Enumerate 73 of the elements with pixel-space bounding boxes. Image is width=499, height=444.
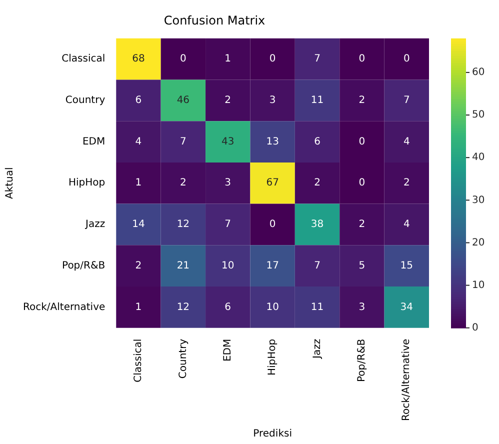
data-label: 4: [403, 219, 410, 230]
data-label: 1: [135, 302, 142, 313]
data-label: 34: [400, 302, 414, 313]
x-tick-label: HipHop: [267, 338, 278, 376]
x-tick-label: Country: [178, 338, 189, 379]
data-label: 6: [314, 136, 320, 148]
data-label: 67: [266, 178, 279, 189]
data-label: 6: [224, 302, 232, 313]
color-bar-label: 20: [472, 237, 485, 248]
data-label: 68: [132, 54, 145, 65]
data-label: 1: [224, 54, 232, 65]
data-label: 11: [310, 302, 324, 313]
data-label: 2: [403, 178, 410, 189]
data-label: 12: [176, 302, 190, 313]
x-tick-label: Rock/Alternative: [401, 338, 412, 421]
data-label: 4: [135, 136, 142, 148]
color-bar-label: 0: [472, 322, 478, 334]
x-tick-label: Pop/R&B: [356, 338, 368, 382]
data-label: 0: [269, 54, 276, 65]
x-axis-title: Prediksi: [253, 428, 292, 440]
data-label: 10: [266, 302, 279, 313]
data-label: 0: [180, 54, 186, 65]
data-label: 0: [358, 54, 366, 65]
data-label: 0: [358, 178, 366, 189]
data-label: 2: [224, 95, 232, 106]
data-label: 7: [314, 54, 320, 65]
data-label: 3: [269, 95, 276, 106]
data-label: 4: [403, 136, 410, 148]
data-label: 2: [314, 178, 320, 189]
y-tick-label: Rock/Alternative: [23, 302, 106, 313]
color-bar-label: 30: [472, 194, 485, 206]
color-bar-label: 50: [472, 110, 485, 121]
y-tick-label: Country: [65, 95, 106, 106]
data-label: 13: [266, 136, 279, 148]
x-tick-label: EDM: [222, 338, 234, 362]
data-label: 21: [176, 260, 190, 272]
data-label: 15: [400, 260, 414, 272]
data-label: 3: [224, 178, 232, 189]
chart-title: Confusion Matrix: [164, 13, 266, 28]
data-label: 2: [358, 219, 366, 230]
data-label: 10: [222, 260, 234, 272]
data-label: 46: [176, 95, 190, 106]
data-label: 2: [180, 178, 186, 189]
data-label: 5: [358, 260, 366, 272]
data-label: 7: [403, 95, 410, 106]
y-tick-label: Pop/R&B: [62, 260, 106, 272]
data-label: 1: [135, 178, 142, 189]
data-label: 0: [269, 219, 276, 230]
data-label: 7: [180, 136, 186, 148]
data-label: 17: [266, 260, 279, 272]
data-label: 2: [135, 260, 142, 272]
data-label: 43: [222, 136, 234, 148]
data-label: 0: [403, 54, 410, 65]
y-tick-label: Jazz: [84, 219, 106, 230]
color-bar-label: 40: [472, 152, 485, 164]
data-label: 0: [358, 136, 366, 148]
data-label: 6: [135, 95, 142, 106]
data-label: 3: [358, 302, 366, 313]
data-label: 7: [314, 260, 320, 272]
data-label: 12: [176, 219, 190, 230]
data-label: 11: [310, 95, 324, 106]
data-label: 7: [224, 219, 232, 230]
data-label: 2: [358, 95, 366, 106]
y-tick-label: Classical: [62, 54, 106, 65]
data-label: 38: [310, 219, 324, 230]
y-tick-label: HipHop: [68, 178, 106, 189]
x-tick-label: Classical: [133, 338, 144, 382]
y-axis-title: Aktual: [4, 167, 16, 200]
color-bar-label: 60: [472, 67, 485, 78]
data-label: 14: [132, 219, 145, 230]
color-bar-label: 10: [472, 280, 485, 291]
x-tick-label: Jazz: [312, 338, 323, 360]
y-tick-label: EDM: [82, 136, 106, 148]
